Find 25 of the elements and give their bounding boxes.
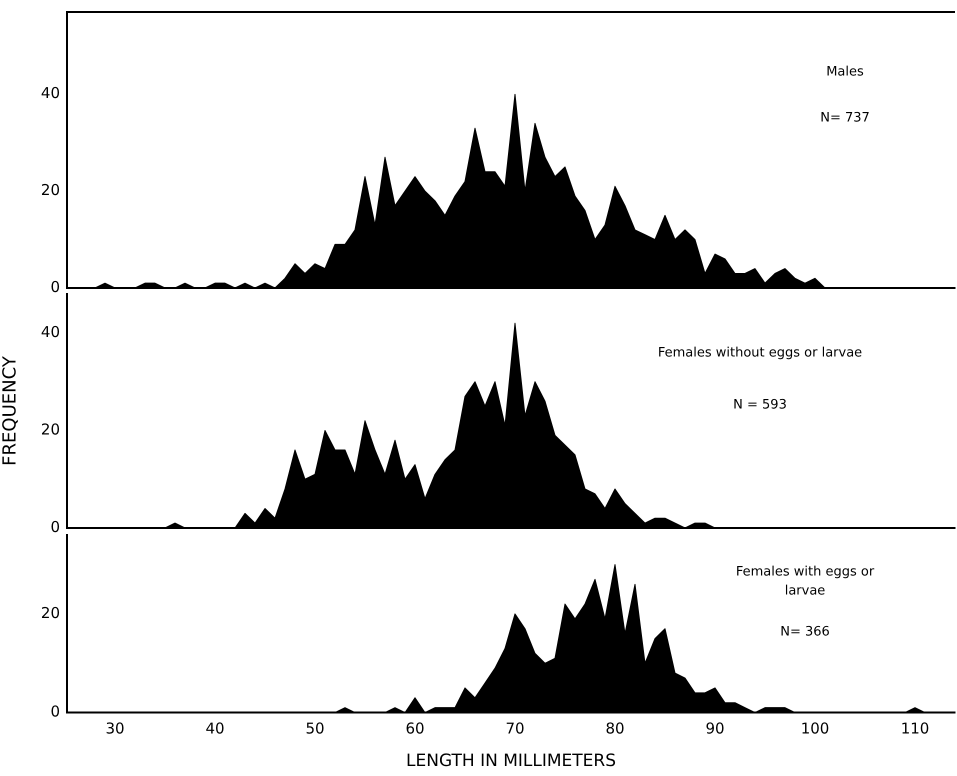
y-tick-label: 0	[50, 702, 60, 720]
x-tick-label: 30	[105, 719, 125, 738]
annotation: N= 737	[820, 110, 870, 126]
y-tick-label: 20	[40, 604, 60, 622]
y-tick-label: 0	[50, 518, 60, 536]
x-tick-label: 100	[800, 719, 830, 738]
y-tick-label: 0	[50, 278, 60, 296]
annotation: Males	[826, 64, 864, 80]
x-axis-title: LENGTH IN MILLIMETERS	[406, 751, 616, 772]
x-tick-label: 70	[505, 719, 525, 738]
y-tick-label: 40	[40, 84, 60, 102]
y-tick-label: 40	[40, 322, 60, 341]
x-tick-label: 40	[205, 719, 225, 738]
annotation: Females with eggs or larvae	[736, 564, 875, 598]
y-axis-title: FREQUENCY	[0, 355, 20, 466]
x-tick-label: 80	[605, 719, 625, 738]
x-tick-label: 110	[900, 719, 930, 738]
y-tick-label: 20	[40, 181, 60, 200]
y-tick-label: 20	[40, 420, 60, 438]
annotation: Females without eggs or larvae	[658, 345, 862, 360]
annotation: N= 366	[780, 624, 830, 640]
x-tick-label: 50	[305, 719, 325, 738]
annotation: N = 593	[733, 397, 787, 412]
x-tick-label: 90	[705, 719, 725, 738]
x-tick-label: 60	[405, 719, 425, 738]
